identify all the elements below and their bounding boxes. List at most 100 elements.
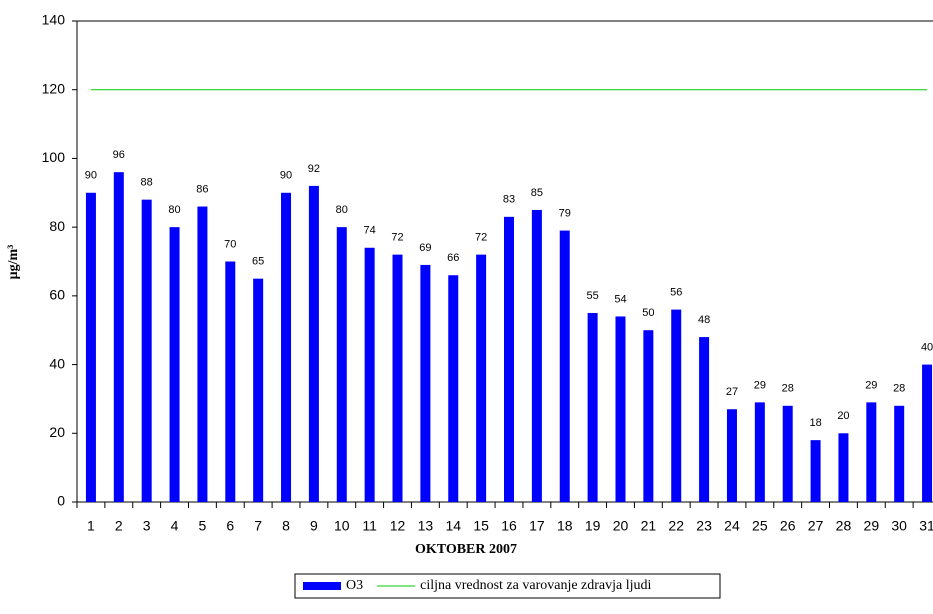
- x-tick-label: 25: [752, 518, 768, 534]
- bar: [754, 402, 765, 502]
- x-tick-label: 22: [668, 518, 684, 534]
- value-label: 80: [336, 204, 348, 216]
- bar: [699, 337, 710, 502]
- value-label: 92: [308, 163, 320, 175]
- bar: [531, 209, 542, 502]
- x-tick-label: 31: [919, 518, 933, 534]
- bar: [392, 254, 403, 502]
- bar: [169, 227, 180, 502]
- value-label: 88: [141, 177, 153, 189]
- x-tick-label: 5: [199, 518, 207, 534]
- bar: [782, 405, 793, 502]
- legend-box: [294, 573, 721, 599]
- x-axis-title: OKTOBER 2007: [415, 542, 517, 557]
- bar: [866, 402, 877, 502]
- y-tick-label: 60: [49, 287, 65, 303]
- value-label: 55: [586, 290, 598, 302]
- value-label: 69: [419, 242, 431, 254]
- bar: [85, 192, 96, 503]
- y-axis-title: μg/m³: [6, 245, 21, 280]
- x-tick-label: 9: [310, 518, 318, 534]
- value-label: 83: [503, 194, 515, 206]
- value-label: 96: [113, 149, 125, 161]
- x-tick-label: 1: [87, 518, 95, 534]
- bar: [671, 309, 682, 502]
- bar: [225, 261, 236, 502]
- value-label: 28: [782, 383, 794, 395]
- bar: [643, 330, 654, 502]
- value-label: 50: [642, 307, 654, 319]
- x-tick-label: 19: [585, 518, 601, 534]
- x-tick-label: 27: [808, 518, 824, 534]
- x-tick-label: 11: [362, 518, 377, 534]
- x-tick-label: 14: [445, 518, 461, 534]
- x-tick-label: 29: [864, 518, 880, 534]
- x-tick-label: 6: [226, 518, 234, 534]
- x-tick-label: 10: [334, 518, 350, 534]
- bar: [364, 247, 375, 502]
- value-label: 27: [726, 386, 738, 398]
- x-tick-label: 23: [696, 518, 712, 534]
- y-tick-label: 140: [42, 12, 66, 28]
- y-tick-label: 120: [42, 80, 66, 96]
- y-tick-label: 100: [42, 149, 66, 165]
- x-tick-label: 21: [641, 518, 657, 534]
- bar: [113, 172, 124, 502]
- value-label: 70: [224, 238, 236, 250]
- value-label: 54: [614, 293, 626, 305]
- x-tick-label: 12: [390, 518, 406, 534]
- value-label: 18: [809, 417, 821, 429]
- value-label: 85: [531, 187, 543, 199]
- bar: [615, 316, 626, 502]
- value-label: 72: [391, 232, 403, 244]
- value-label: 28: [893, 383, 905, 395]
- y-tick-label: 0: [57, 493, 65, 509]
- y-tick-label: 40: [49, 355, 65, 371]
- bar: [253, 278, 264, 502]
- bar: [281, 192, 292, 503]
- legend-swatch: [303, 582, 341, 590]
- bar: [420, 264, 431, 502]
- x-tick-label: 16: [501, 518, 517, 534]
- bar: [587, 313, 598, 502]
- bar: [476, 254, 487, 502]
- value-label: 65: [252, 256, 264, 268]
- x-tick-label: 26: [780, 518, 796, 534]
- bar: [894, 405, 905, 502]
- bar: [726, 409, 737, 502]
- legend-label: ciljna vrednost za varovanje zdravja lju…: [420, 578, 651, 593]
- value-label: 66: [447, 252, 459, 264]
- legend-label: O3: [346, 578, 363, 593]
- value-label: 29: [865, 379, 877, 391]
- x-tick-label: 20: [613, 518, 629, 534]
- x-tick-label: 15: [473, 518, 489, 534]
- value-label: 48: [698, 314, 710, 326]
- value-label: 29: [754, 379, 766, 391]
- value-label: 80: [168, 204, 180, 216]
- y-tick-label: 80: [49, 218, 65, 234]
- x-tick-label: 2: [115, 518, 123, 534]
- x-tick-label: 28: [836, 518, 852, 534]
- value-label: 56: [670, 287, 682, 299]
- bar: [922, 364, 933, 502]
- bar: [810, 440, 821, 502]
- bar: [504, 216, 514, 503]
- bar: [838, 433, 849, 502]
- value-label: 86: [196, 183, 208, 195]
- x-tick-label: 30: [891, 518, 907, 534]
- x-tick-label: 8: [282, 518, 290, 534]
- bar: [197, 206, 208, 502]
- bar: [559, 230, 570, 503]
- value-label: 90: [85, 170, 97, 182]
- value-label: 79: [559, 207, 571, 219]
- bar: [448, 275, 459, 502]
- value-label: 72: [475, 232, 487, 244]
- x-tick-label: 3: [143, 518, 151, 534]
- value-label: 74: [364, 225, 376, 237]
- value-label: 90: [280, 170, 292, 182]
- x-tick-label: 24: [724, 518, 740, 534]
- x-tick-label: 17: [529, 518, 545, 534]
- value-label: 20: [837, 410, 849, 422]
- bar: [141, 199, 152, 502]
